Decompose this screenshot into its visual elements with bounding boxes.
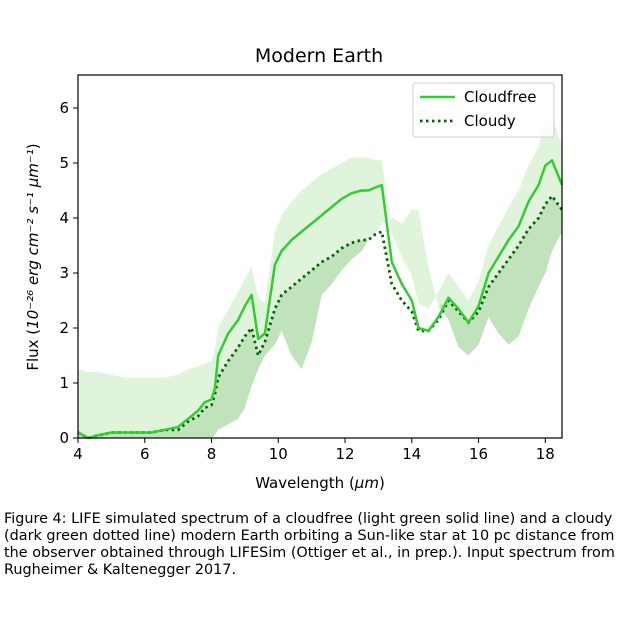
y-tick-label: 2 — [59, 319, 69, 337]
y-tick-label: 1 — [59, 374, 69, 392]
x-tick-label: 16 — [469, 445, 488, 463]
series-lines — [77, 159, 564, 440]
uncertainty-bands — [78, 116, 562, 439]
x-tick-label: 12 — [335, 445, 354, 463]
y-tick-label: 4 — [59, 209, 69, 227]
y-tick-label: 5 — [59, 154, 69, 172]
y-tick-label: 6 — [59, 99, 69, 117]
x-tick-label: 18 — [536, 445, 555, 463]
x-tick-label: 4 — [73, 445, 83, 463]
x-tick-label: 8 — [207, 445, 217, 463]
y-tick-label: 0 — [59, 429, 69, 447]
figure-caption: Figure 4: LIFE simulated spectrum of a c… — [4, 511, 615, 578]
y-axis-ticks: 0 1 2 3 4 5 6 — [59, 99, 78, 447]
y-tick-label: 3 — [59, 264, 69, 282]
x-tick-label: 10 — [269, 445, 288, 463]
x-axis-label: Wavelength (μm) — [255, 474, 385, 492]
legend-label-cloudy: Cloudy — [464, 112, 516, 130]
x-tick-label: 14 — [402, 445, 421, 463]
legend: Cloudfree Cloudy — [412, 82, 555, 138]
line-cloudy — [77, 193, 564, 440]
legend-label-cloudfree: Cloudfree — [464, 88, 536, 106]
line-cloudfree — [77, 159, 564, 440]
x-tick-label: 6 — [140, 445, 150, 463]
plot-frame — [77, 74, 563, 439]
x-axis-ticks: 4 6 8 10 12 14 16 18 — [73, 438, 555, 463]
chart-title: Modern Earth — [255, 45, 383, 67]
y-axis-label: Flux (10⁻²⁶ erg cm⁻² s⁻¹ μm⁻¹) — [24, 143, 42, 370]
